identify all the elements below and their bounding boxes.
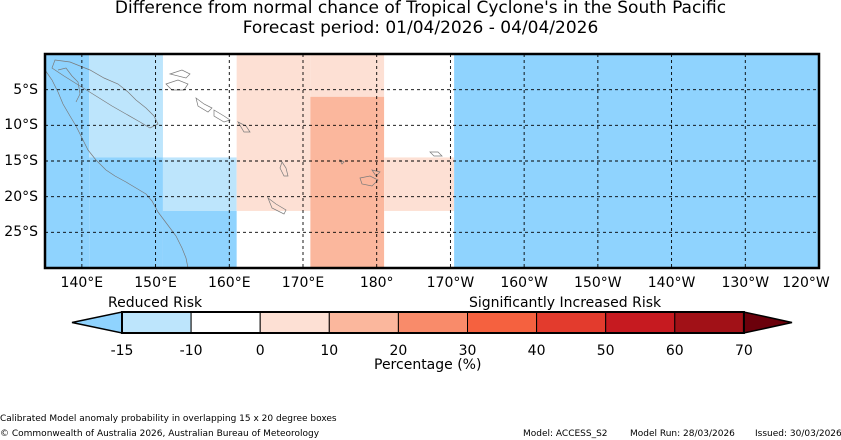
- colorbar-segment-1: [190, 311, 261, 334]
- lat-label-1: 10°S: [4, 117, 38, 134]
- colorbar-tick-8: 60: [665, 343, 684, 359]
- anomaly-cell-1: [89, 54, 163, 158]
- lon-label-7: 150°W: [574, 275, 622, 291]
- anomaly-cell-5: [236, 54, 311, 211]
- model-name: Model: ACCESS_S2: [523, 429, 608, 439]
- vanua-levu-coastline: [371, 169, 381, 177]
- anomaly-cell-4: [162, 210, 237, 268]
- solomon-islands-east-coastline: [213, 109, 231, 123]
- colorbar-extend-low: [71, 311, 123, 334]
- new-ireland-coastline: [168, 69, 191, 79]
- colorbar-tick-2: 0: [255, 343, 265, 359]
- solomon-islands-coastline: [195, 97, 213, 113]
- colorbar-segment-2: [259, 311, 330, 334]
- new-caledonia-coastline: [267, 196, 287, 215]
- colorbar-xlabel: Percentage (%): [374, 357, 482, 373]
- lon-label-4: 180°: [359, 275, 394, 291]
- vanuatu-coastline: [279, 161, 289, 177]
- lon-label-2: 160°E: [207, 275, 251, 291]
- graticule: [45, 54, 819, 268]
- anomaly-cell-7: [310, 96, 385, 268]
- colorbar-segment-6: [536, 311, 607, 334]
- anomaly-cell-6: [310, 54, 385, 97]
- forecast-period: Forecast period: 01/04/2026 - 04/04/2026: [242, 18, 599, 38]
- chart-title: Difference from normal chance of Tropica…: [114, 0, 727, 18]
- issued-date: Issued: 30/03/2026: [755, 429, 841, 439]
- lat-label-0: 5°S: [13, 81, 38, 98]
- colorbar-segment-4: [397, 311, 468, 334]
- anomaly-cell-2: [89, 157, 163, 268]
- colorbar-outline: [121, 311, 745, 334]
- lon-label-5: 170°W: [426, 275, 475, 291]
- lat-label-3: 20°S: [4, 188, 38, 205]
- colorbar-segment-8: [674, 311, 745, 334]
- anomaly-cell-8: [384, 157, 455, 211]
- colorbar-tick-3: 10: [320, 343, 339, 359]
- method-note: Calibrated Model anomaly probability in …: [0, 414, 337, 424]
- new-britain-coastline: [165, 79, 189, 91]
- lat-label-4: 25°S: [4, 224, 38, 241]
- coastlines: [44, 59, 443, 269]
- lon-label-6: 160°W: [500, 275, 548, 291]
- colorbar-extend-high: [743, 311, 793, 334]
- map-frame: [43, 52, 821, 270]
- makira-coastline: [237, 121, 251, 133]
- lon-label-0: 140°E: [60, 275, 104, 291]
- colorbar: [71, 311, 793, 334]
- model-run-date: Model Run: 28/03/2026: [630, 429, 735, 439]
- new-guinea-coastline: [51, 59, 159, 129]
- colorbar-tick-7: 50: [596, 343, 615, 359]
- colorbar-segment-0: [121, 311, 192, 334]
- lon-label-8: 140°W: [647, 275, 696, 291]
- cape-york-coast: [57, 67, 81, 103]
- colorbar-tick-6: 40: [527, 343, 546, 359]
- colorbar-tick-9: 70: [734, 343, 753, 359]
- fiji-coastline: [359, 175, 379, 187]
- colorbar-segment-3: [328, 311, 399, 334]
- increased-risk-label: Significantly Increased Risk: [469, 295, 662, 311]
- copyright-note: © Commonwealth of Australia 2026, Austra…: [0, 429, 320, 439]
- colorbar-segment-7: [605, 311, 676, 334]
- reduced-risk-label: Reduced Risk: [108, 295, 203, 311]
- colorbar-tick-5: 30: [458, 343, 477, 359]
- colorbar-segment-5: [467, 311, 538, 334]
- colorbar-tick-0: -15: [110, 343, 134, 359]
- samoa-coastline: [429, 151, 443, 157]
- colorbar-tick-1: -10: [179, 343, 203, 359]
- lon-label-9: 130°W: [721, 275, 770, 291]
- colorbar-tick-4: 20: [389, 343, 408, 359]
- lat-label-2: 15°S: [4, 153, 38, 169]
- lon-label-10: 120°W: [782, 275, 830, 291]
- lon-label-1: 150°E: [134, 275, 177, 291]
- anomaly-cell-3: [162, 157, 237, 211]
- lon-label-3: 170°E: [281, 275, 325, 291]
